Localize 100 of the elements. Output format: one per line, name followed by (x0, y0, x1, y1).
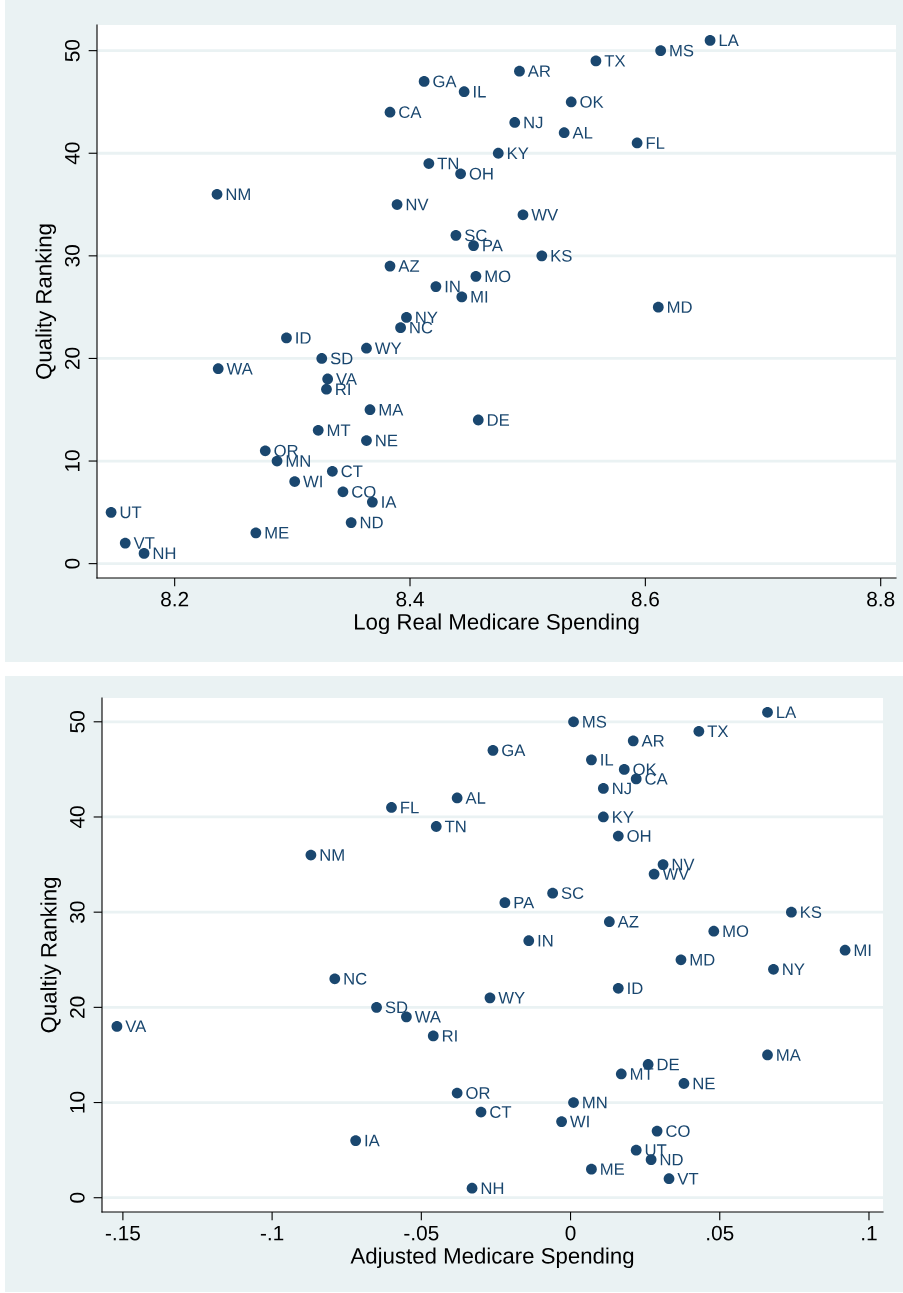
y-axis-title: Qualtiy Ranking (40, 877, 62, 1033)
annotation: IN (538, 934, 553, 947)
annotation: IL (474, 85, 486, 98)
y-tick-label: 0 (64, 558, 80, 569)
x-tick-label: 8.4 (396, 591, 424, 607)
annotation: ND (360, 516, 383, 529)
x-tick-label: .05 (707, 1225, 734, 1241)
x-tick-label: -.05 (404, 1225, 439, 1241)
annotation: VA (125, 1020, 147, 1033)
annotation: WV (531, 209, 559, 221)
annotation: CO (352, 485, 376, 498)
y-tick-label: 20 (64, 347, 80, 369)
annotation: TN (437, 157, 459, 170)
annotation: AL (572, 126, 593, 139)
annotation: FL (646, 137, 665, 149)
annotation: GA (433, 75, 457, 88)
annotation: WY (374, 342, 402, 354)
annotation: KS (551, 249, 572, 262)
y-tick-label: 50 (69, 711, 85, 733)
annotation: SC (561, 887, 584, 899)
annotation: ID (296, 332, 311, 344)
annotation: AR (641, 735, 664, 747)
annotation: AZ (617, 915, 639, 928)
annotation: LA (719, 34, 739, 47)
y-tick-label: 30 (64, 245, 80, 267)
annotation: CO (666, 1125, 690, 1137)
annotation: IL (601, 754, 614, 766)
annotation: IA (382, 496, 397, 508)
annotation: NE (376, 434, 398, 447)
annotation: WI (303, 475, 322, 488)
annotation: MO (723, 925, 749, 938)
annotation: IA (365, 1134, 380, 1147)
x-tick-label: 8.8 (867, 591, 895, 607)
annotation: ME (265, 527, 289, 539)
annotation: DE (657, 1058, 679, 1071)
annotation: WA (414, 1011, 441, 1023)
annotation: IN (445, 280, 460, 293)
x-tick-label: 8.2 (161, 591, 189, 607)
annotation: AR (527, 65, 551, 77)
y-tick-label: 10 (69, 1091, 85, 1113)
annotation: NJ (613, 782, 631, 795)
annotation: VT (677, 1172, 699, 1185)
annotation: NJ (524, 116, 543, 129)
annotation: PA (514, 896, 535, 909)
annotation: MS (583, 715, 607, 728)
annotation: VT (133, 537, 155, 549)
annotation: NY (416, 311, 438, 324)
y-axis-title: Quality Ranking (35, 224, 57, 379)
annotation: RI (442, 1030, 457, 1042)
annotation: KS (801, 906, 822, 919)
annotation: MI (854, 944, 871, 956)
annotation: CT (341, 465, 363, 478)
annotation: ID (628, 982, 643, 995)
annotation: NY (783, 963, 805, 975)
annotation: NE (693, 1077, 715, 1090)
annotation: OR (466, 1087, 490, 1099)
annotation: RI (336, 383, 350, 395)
x-tick-label: -.15 (105, 1225, 140, 1241)
x-tick-label: 0 (565, 1225, 576, 1241)
annotation: NC (410, 321, 433, 334)
annotation: AZ (398, 260, 420, 272)
annotation: WI (569, 1115, 589, 1128)
y-tick-label: 20 (69, 996, 85, 1018)
annotation: GA (502, 744, 526, 757)
x-axis-title: Adjusted Medicare Spending (350, 1247, 634, 1269)
annotation: MN (286, 455, 310, 467)
annotation: MN (583, 1096, 607, 1109)
annotation: NC (344, 972, 367, 985)
x-tick-label: 8.6 (631, 591, 659, 607)
annotation: MA (777, 1049, 801, 1061)
annotation: MS (670, 44, 694, 57)
annotation: WY (498, 992, 525, 1004)
annotation: MT (327, 424, 351, 436)
annotation: NH (153, 547, 176, 560)
annotation: FL (401, 801, 419, 814)
x-tick-label: -.1 (260, 1225, 284, 1241)
annotation: TX (707, 725, 729, 738)
annotation: MA (379, 403, 404, 416)
y-tick-label: 10 (64, 450, 80, 472)
annotation: UT (120, 506, 142, 519)
annotation: LA (777, 706, 797, 718)
annotation: OH (469, 167, 493, 180)
annotation: OK (580, 96, 604, 108)
y-tick-label: 50 (64, 39, 80, 62)
annotation: VA (336, 373, 357, 385)
annotation: NV (406, 198, 429, 211)
annotation: DE (487, 414, 510, 426)
y-tick-label: 40 (69, 806, 85, 829)
y-tick-label: 30 (69, 901, 85, 923)
annotation: TX (604, 55, 626, 67)
annotation: AL (465, 792, 486, 804)
annotation: WA (226, 362, 253, 375)
annotation: NM (226, 188, 250, 200)
annotation: NH (481, 1182, 504, 1194)
annotation: OR (274, 444, 298, 457)
annotation: SD (385, 1001, 408, 1014)
annotation: CT (490, 1106, 512, 1118)
annotation: KY (613, 811, 634, 823)
annotation: ND (660, 1153, 683, 1166)
y-tick-label: 40 (64, 142, 80, 165)
